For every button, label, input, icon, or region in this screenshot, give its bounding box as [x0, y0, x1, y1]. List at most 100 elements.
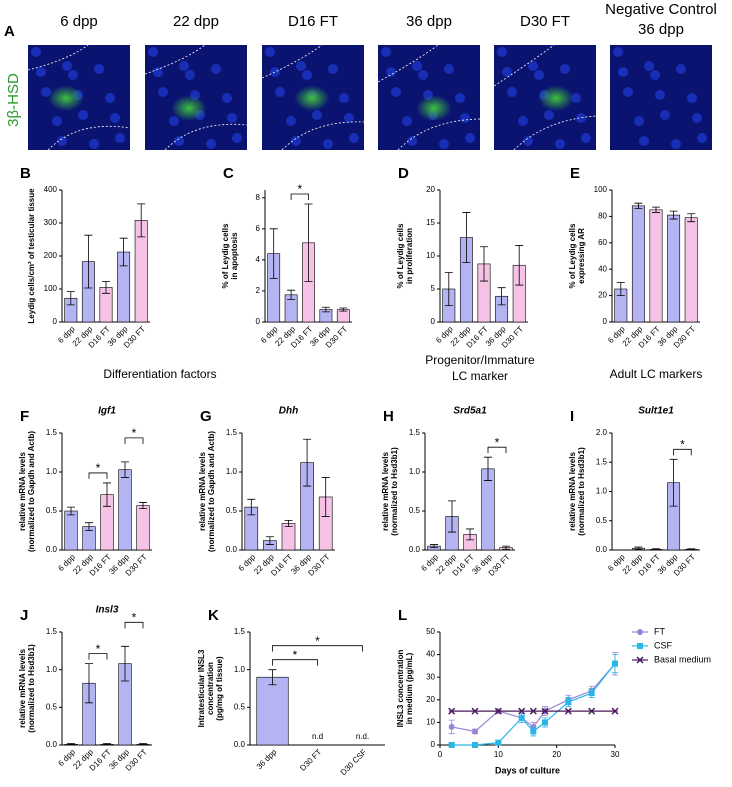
nucleus	[52, 116, 62, 126]
significance-label: *	[315, 634, 320, 648]
error-bar	[669, 210, 678, 220]
nucleus	[110, 113, 120, 123]
x-tick-label: 36 dpp	[255, 747, 279, 771]
panel-a: A 3β-HSD	[4, 23, 22, 127]
nucleus	[534, 70, 544, 80]
y-tick-label: 20	[426, 695, 435, 704]
significance-bracket	[124, 437, 144, 444]
nucleus	[185, 70, 195, 80]
x-tick-label: D30 FT	[298, 747, 323, 772]
error-bar	[139, 502, 147, 510]
nucleus	[158, 87, 168, 97]
error-bar	[103, 482, 111, 507]
nucleus	[412, 61, 422, 71]
bar	[481, 468, 495, 551]
nucleus	[222, 93, 232, 103]
nucleus	[211, 64, 221, 74]
y-tick-label: 6	[256, 224, 261, 233]
nucleus	[232, 133, 242, 143]
y-tick-label: 40	[598, 264, 607, 273]
nucleus	[286, 116, 296, 126]
y-axis-label: expressing AR	[577, 228, 586, 284]
error-bar	[616, 282, 625, 296]
error-bar	[304, 203, 313, 283]
significance-bracket	[88, 472, 108, 479]
nucleus	[650, 70, 660, 80]
chart-title: Dhh	[279, 406, 298, 417]
error-bar	[480, 246, 488, 282]
nucleus	[302, 70, 312, 80]
nucleus	[507, 87, 517, 97]
significance-bracket	[290, 193, 309, 200]
nucleus	[618, 67, 628, 77]
nucleus	[528, 61, 538, 71]
error-bar	[687, 213, 696, 223]
y-tick-label: 1.0	[46, 467, 58, 476]
nucleus	[62, 61, 72, 71]
y-tick-label: 20	[598, 291, 607, 300]
significance-bracket	[272, 659, 318, 666]
stain-signal	[412, 89, 456, 121]
bar	[649, 209, 663, 323]
bar	[118, 469, 132, 551]
error-bar	[137, 203, 146, 238]
bar	[64, 510, 78, 551]
y-tick-label: 1.5	[226, 428, 238, 437]
error-bar	[269, 228, 278, 279]
bar	[684, 217, 698, 323]
nucleus	[576, 113, 586, 123]
bar	[136, 505, 150, 551]
marker	[471, 707, 479, 715]
x-axis-label: Days of culture	[495, 765, 560, 775]
value-label: n.d	[312, 732, 323, 741]
stain-label: 3β-HSD	[5, 73, 22, 127]
stain-signal	[290, 79, 334, 111]
nucleus	[402, 116, 412, 126]
nucleus	[169, 116, 179, 126]
error-bar	[103, 743, 111, 746]
error-bar	[687, 548, 696, 551]
y-tick-label: 0	[603, 317, 608, 326]
y-axis-label: in medium (pg/mL)	[405, 652, 414, 724]
y-tick-label: 0.0	[409, 545, 421, 554]
value-label: n.d.	[356, 732, 369, 741]
significance-bracket	[487, 446, 507, 454]
y-tick-label: 0.5	[46, 506, 58, 515]
tubule-outline	[377, 44, 439, 83]
y-tick-label: 1.0	[596, 487, 608, 496]
marker	[564, 707, 572, 715]
marker	[565, 699, 572, 706]
y-tick-label: 80	[598, 212, 607, 221]
marker	[588, 707, 596, 715]
error-bar	[339, 307, 348, 312]
panel-letter: I	[570, 408, 574, 425]
error-bar	[515, 245, 524, 286]
legend-marker	[636, 656, 644, 664]
y-axis-label: % of Leydig cells	[568, 223, 577, 288]
panel-letter: H	[383, 408, 394, 425]
error-bar	[462, 212, 471, 263]
significance-label: *	[132, 426, 137, 440]
nucleus	[386, 67, 396, 77]
significance-label: *	[495, 435, 500, 449]
nucleus	[555, 139, 565, 149]
nucleus	[148, 47, 158, 57]
y-tick-label: 0	[256, 317, 261, 326]
marker	[541, 707, 549, 715]
y-tick-label: 0.5	[226, 506, 238, 515]
significance-bracket	[673, 448, 692, 456]
nucleus	[339, 93, 349, 103]
tubule-outline	[144, 44, 206, 75]
stain-signal	[534, 79, 578, 111]
y-tick-label: 0	[53, 317, 58, 326]
marker	[448, 723, 455, 730]
nucleus	[312, 110, 322, 120]
error-bar	[85, 522, 93, 531]
image-label: 36 dpp	[638, 21, 684, 38]
nucleus	[581, 133, 591, 143]
error-bar	[119, 237, 128, 267]
nucleus	[206, 139, 216, 149]
image-label: D30 FT	[520, 13, 570, 30]
y-axis-label: relative mRNA levels	[18, 649, 27, 728]
